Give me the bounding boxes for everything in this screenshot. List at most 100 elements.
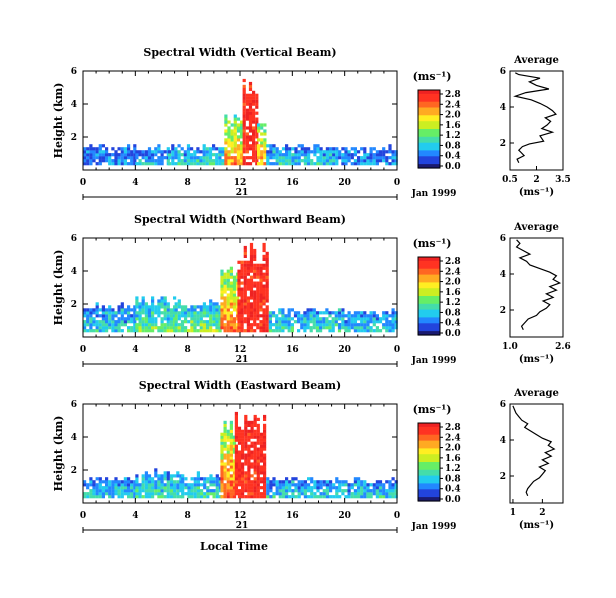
heatmap-cell <box>307 159 311 163</box>
heatmap-cell <box>212 308 216 312</box>
heatmap-cell <box>209 326 213 330</box>
heatmap-cell <box>123 492 127 496</box>
heatmap-cell <box>272 480 276 484</box>
heatmap-cell <box>237 426 242 430</box>
heatmap-cell <box>223 465 227 469</box>
heatmap-cell <box>262 317 266 321</box>
colorbar-swatch <box>418 156 440 159</box>
heatmap-cell <box>212 329 216 333</box>
heatmap-cell <box>278 156 282 160</box>
heatmap-cell <box>259 272 263 276</box>
heatmap-cell <box>232 489 237 493</box>
heatmap-cell <box>357 311 361 315</box>
colorbar-swatch <box>418 475 440 479</box>
heatmap-cell <box>114 314 118 318</box>
heatmap-cell <box>255 93 259 97</box>
heatmap-cell <box>209 299 213 303</box>
heatmap-cell <box>226 447 230 451</box>
heatmap-cell <box>245 138 249 142</box>
heatmap-cell <box>253 444 257 448</box>
heatmap-cell <box>141 299 145 303</box>
heatmap-cell <box>154 320 158 324</box>
heatmap-cell <box>281 320 285 324</box>
heatmap-cell <box>357 314 361 318</box>
heatmap-cell <box>229 272 233 276</box>
heatmap-cell <box>303 480 307 484</box>
heatmap-cell <box>173 483 177 487</box>
heatmap-cell <box>120 147 124 151</box>
heatmap-cell <box>347 489 351 493</box>
colorbar-swatch <box>418 286 440 289</box>
colorbar-swatch <box>418 469 440 473</box>
heatmap-cell <box>224 123 228 127</box>
heatmap-cell <box>234 444 238 448</box>
heatmap-cell <box>263 144 267 148</box>
heatmap-cell <box>141 326 145 330</box>
heatmap-cell <box>177 156 181 160</box>
heatmap-cell <box>226 474 230 478</box>
heatmap-cell <box>202 147 206 151</box>
heatmap-cell <box>375 492 379 496</box>
heatmap-cell <box>218 159 222 163</box>
heatmap-cell <box>218 153 222 157</box>
heatmap-cell <box>252 138 256 142</box>
heatmap-cell <box>262 299 266 303</box>
heatmap-cell <box>262 311 266 315</box>
heatmap-cell <box>224 129 228 133</box>
heatmap-cell <box>241 474 245 478</box>
x-tick-label: 12 <box>234 345 247 355</box>
heatmap-cell <box>246 323 250 327</box>
heatmap-cell <box>240 323 244 327</box>
heatmap-cell <box>133 486 137 490</box>
heatmap-cell <box>319 159 323 163</box>
heatmap-cell <box>220 320 224 324</box>
heatmap-cell <box>226 302 230 306</box>
colorbar-swatch <box>418 142 440 146</box>
heatmap-cell <box>234 453 238 457</box>
heatmap-cell <box>202 308 206 312</box>
heatmap-cell <box>262 275 266 279</box>
heatmap-cell <box>257 153 261 157</box>
heatmap-cell <box>237 260 241 264</box>
heatmap-cell <box>183 156 187 160</box>
heatmap-cell <box>179 477 183 481</box>
heatmap-cell <box>234 423 238 427</box>
heatmap-cell <box>117 326 121 330</box>
heatmap-cell <box>229 317 233 321</box>
heatmap-cell <box>202 323 206 327</box>
heatmap-cell <box>303 156 307 160</box>
colorbar-tick-label: 1.2 <box>445 131 461 141</box>
heatmap-cell <box>265 323 269 327</box>
heatmap-cell <box>226 459 230 463</box>
heatmap-cell <box>391 153 395 157</box>
colorbar-swatch <box>418 95 440 99</box>
heatmap-cell <box>160 320 164 324</box>
heatmap-cell <box>203 483 207 487</box>
heatmap-cell <box>206 305 210 309</box>
heatmap-cell <box>226 483 230 487</box>
heatmap-cell <box>319 156 323 160</box>
heatmap-cell <box>253 489 257 493</box>
heatmap-cell <box>218 150 222 154</box>
heatmap-cell <box>105 486 109 490</box>
heatmap-cell <box>111 311 115 315</box>
colorbar-swatch <box>418 438 440 442</box>
heatmap-cell <box>300 153 304 157</box>
heatmap-cell <box>234 447 238 451</box>
heatmap-cell <box>193 326 197 330</box>
heatmap-cell <box>278 311 282 315</box>
heatmap-cell <box>233 141 237 145</box>
heatmap-cell <box>369 159 373 163</box>
heatmap-cell <box>180 162 184 166</box>
heatmap-cell <box>117 489 121 493</box>
heatmap-cell <box>240 123 244 127</box>
heatmap-cell <box>223 296 227 300</box>
heatmap-cell <box>391 150 395 154</box>
heatmap-cell <box>220 438 224 442</box>
heatmap-cell <box>259 326 263 330</box>
heatmap-cell <box>186 162 191 166</box>
heatmap-cell <box>208 156 213 160</box>
heatmap-cell <box>176 471 180 475</box>
heatmap-cell <box>205 153 209 157</box>
heatmap-cell <box>144 308 148 312</box>
